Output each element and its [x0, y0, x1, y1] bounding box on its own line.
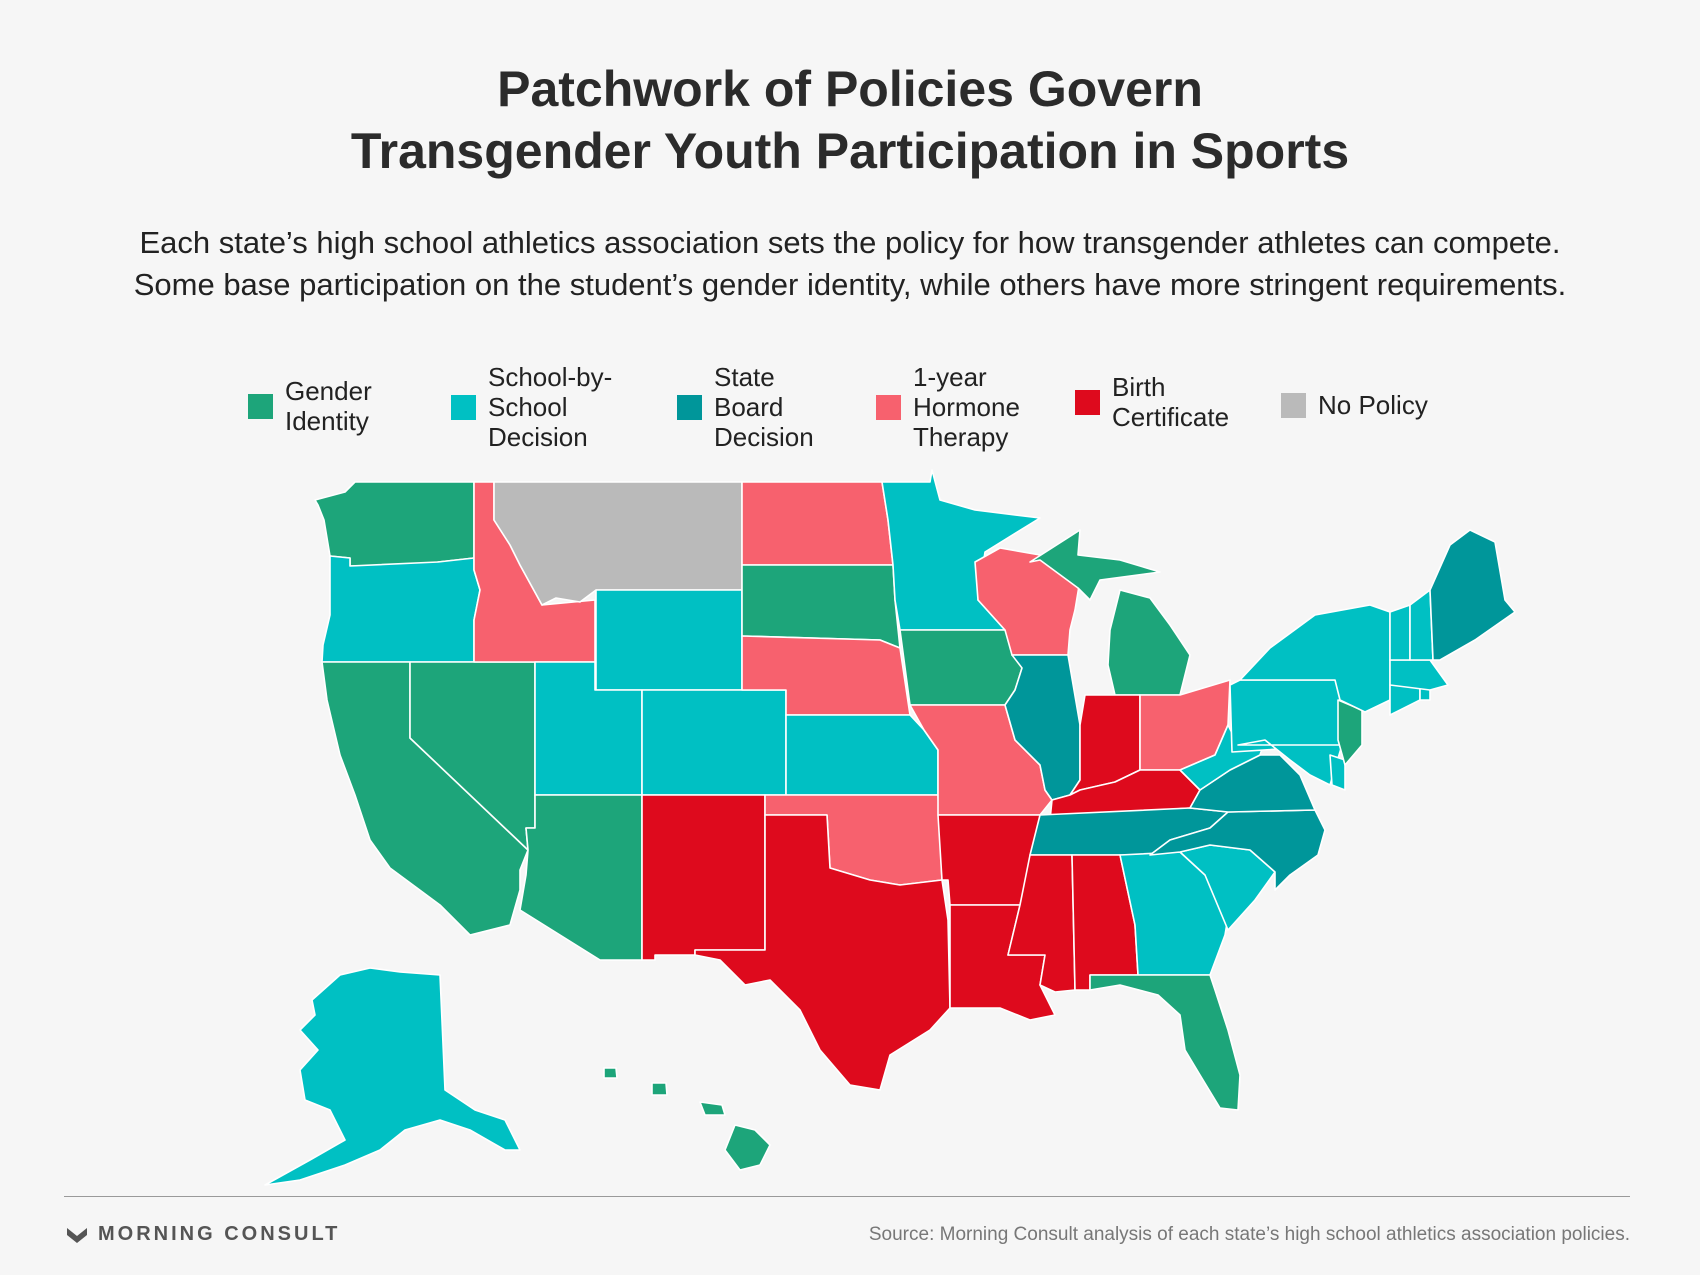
legend-label-gender-identity: Gender Identity — [285, 376, 372, 436]
state-oregon — [321, 555, 481, 663]
legend-label-school-by-school: School-by- School Decision — [488, 362, 613, 452]
brand-name: MORNING CONSULT — [98, 1223, 341, 1245]
state-iowa — [899, 629, 1023, 706]
legend-item-state-board: State Board Decision — [677, 362, 814, 452]
state-south-dakota — [741, 564, 901, 649]
state-delaware — [1329, 754, 1346, 791]
state-alaska — [264, 967, 521, 1186]
state-arizona — [519, 794, 643, 961]
state-florida — [1089, 974, 1241, 1111]
state-hawaii-kauai — [603, 1067, 618, 1079]
footer-divider — [64, 1196, 1630, 1197]
morning-consult-logo-icon — [67, 1227, 87, 1243]
state-kansas — [785, 714, 939, 796]
source-note: Source: Morning Consult analysis of each… — [868, 1224, 1630, 1245]
legend-item-school-by-school: School-by- School Decision — [451, 362, 612, 452]
morning-consult-logo: MORNING CONSULT — [66, 1223, 340, 1246]
legend-item-gender-identity: Gender Identity — [248, 376, 372, 436]
state-hawaii-maui — [699, 1101, 726, 1116]
state-colorado — [641, 689, 787, 796]
state-maine — [1429, 529, 1516, 661]
legend-swatch-no-policy — [1281, 392, 1306, 418]
state-wisconsin — [974, 547, 1081, 656]
legend-swatch-birth-certificate — [1075, 389, 1100, 415]
legend-item-birth-certificate: Birth Certificate — [1075, 372, 1229, 432]
state-wyoming — [595, 589, 743, 691]
subtitle-line-1: Each state’s high school athletics assoc… — [139, 225, 1561, 260]
state-hawaii-oahu — [651, 1082, 668, 1096]
state-texas — [694, 814, 951, 1091]
legend-swatch-state-board — [677, 394, 702, 420]
legend-swatch-hormone-therapy — [876, 394, 901, 420]
legend-swatch-school-by-school — [451, 394, 476, 420]
state-montana — [493, 481, 743, 606]
legend-label-hormone-therapy: 1-year Hormone Therapy — [913, 362, 1020, 452]
legend: Gender Identity School-by- School Decision … — [0, 362, 1700, 462]
state-north-dakota — [741, 481, 894, 566]
state-new-mexico — [641, 794, 766, 961]
title-line-2: Transgender Youth Participation in Sport… — [350, 123, 1350, 179]
legend-swatch-gender-identity — [248, 393, 273, 419]
state-new-hampshire — [1409, 589, 1434, 661]
title-line-1: Patchwork of Policies Govern — [497, 61, 1203, 117]
state-vermont — [1389, 604, 1411, 661]
state-pennsylvania — [1229, 679, 1351, 753]
subtitle-line-2: Some base participation on the student’s… — [133, 267, 1567, 302]
state-washington — [314, 481, 475, 567]
chart-subtitle: Each state’s high school athletics assoc… — [0, 222, 1700, 306]
legend-item-no-policy: No Policy — [1281, 390, 1428, 420]
chart-title: Patchwork of Policies Govern Transgender… — [0, 58, 1700, 182]
state-new-jersey — [1337, 699, 1363, 766]
state-hawaii-big-island — [724, 1124, 771, 1171]
legend-label-birth-certificate: Birth Certificate — [1112, 372, 1230, 432]
state-north-carolina — [1149, 809, 1326, 891]
legend-label-state-board: State Board Decision — [714, 362, 814, 452]
state-massachusetts — [1389, 659, 1449, 691]
legend-item-hormone-therapy: 1-year Hormone Therapy — [876, 362, 1020, 452]
legend-label-no-policy: No Policy — [1318, 390, 1428, 420]
